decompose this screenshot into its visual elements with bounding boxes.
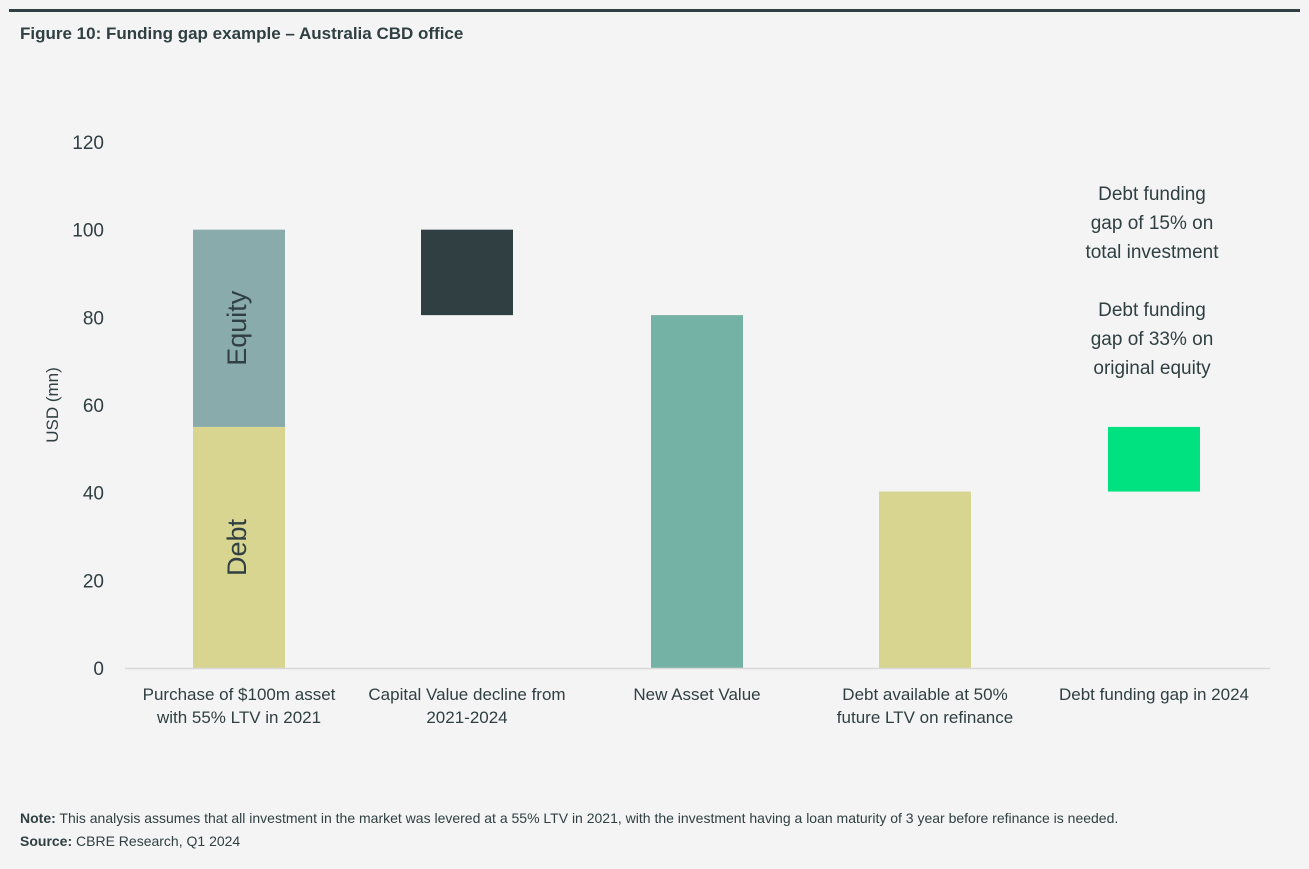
bar-debt — [193, 426, 285, 668]
annotation-line: gap of 15% on — [1091, 213, 1214, 234]
bar-equity — [193, 229, 285, 427]
source-line: Source: CBRE Research, Q1 2024 — [20, 833, 240, 849]
note-text: This analysis assumes that all investmen… — [55, 810, 1119, 826]
x-category-label: future LTV on refinance — [837, 708, 1013, 727]
x-category-label: with 55% LTV in 2021 — [156, 708, 321, 727]
bar-label-equity: Equity — [222, 290, 252, 366]
x-axis: Purchase of $100m asset with 55% LTV in 2… — [125, 667, 1270, 727]
annotation-line: gap of 33% on — [1091, 329, 1214, 350]
bars — [193, 229, 1200, 668]
bar-label-debt: Debt — [222, 518, 252, 576]
annotation-line: total investment — [1085, 242, 1219, 263]
bar-labels: Debt Equity — [222, 290, 252, 576]
y-tick-label: 80 — [83, 308, 104, 329]
footnote: Note: This analysis assumes that all inv… — [20, 810, 1118, 826]
y-tick-label: 20 — [83, 571, 104, 592]
source-text: CBRE Research, Q1 2024 — [72, 833, 241, 849]
x-category-label: Debt available at 50% — [842, 685, 1007, 704]
source-label: Source: — [20, 833, 73, 849]
x-category-label: Capital Value decline from — [368, 685, 565, 704]
figure-title: Figure 10: Funding gap example – Austral… — [20, 24, 464, 43]
y-axis-title: USD (mn) — [43, 367, 62, 443]
bar-new-asset-value — [651, 315, 743, 668]
x-category-label: Debt funding gap in 2024 — [1059, 685, 1249, 704]
x-category-label: Purchase of $100m asset — [143, 685, 336, 704]
y-tick-label: 60 — [83, 396, 104, 417]
bar-funding-gap — [1108, 426, 1200, 492]
top-rule — [9, 9, 1300, 12]
y-axis: 0 20 40 60 80 100 120 USD (mn) — [43, 133, 104, 680]
bar-debt-available — [879, 491, 971, 668]
x-category-label: 2021-2024 — [426, 708, 507, 727]
annotations: Debt funding gap of 15% on total investmen… — [1085, 184, 1219, 379]
y-tick-label: 100 — [72, 221, 104, 242]
annotation-line: Debt funding — [1098, 184, 1206, 205]
annotation-line: Debt funding — [1098, 300, 1206, 321]
note-label: Note: — [20, 810, 56, 826]
annotation-line: original equity — [1093, 358, 1211, 379]
x-category-label: New Asset Value — [633, 685, 760, 704]
y-tick-label: 120 — [72, 133, 104, 154]
y-tick-label: 0 — [93, 659, 104, 680]
y-tick-label: 40 — [83, 484, 104, 505]
bar-capital-value-decline — [421, 229, 513, 316]
